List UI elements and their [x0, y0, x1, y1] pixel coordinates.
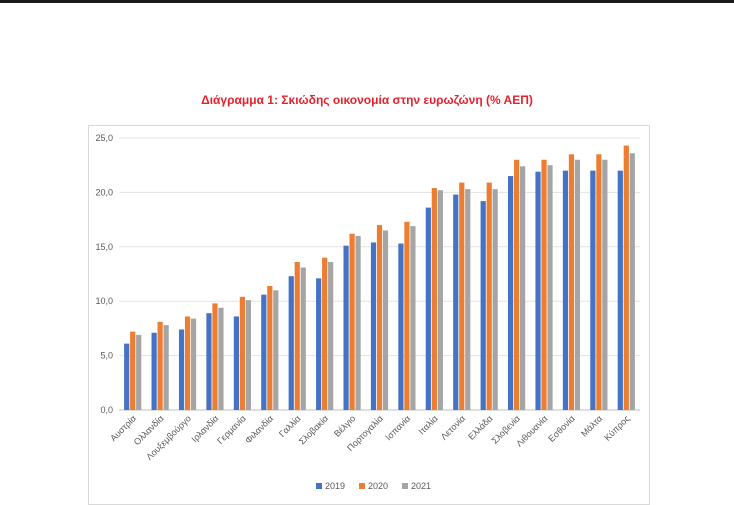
legend-label: 2021: [411, 481, 431, 491]
bar-2020: [459, 182, 465, 410]
bar-2021: [382, 230, 389, 410]
legend-label: 2019: [325, 481, 345, 491]
bar-2019: [590, 170, 596, 410]
bar-2019: [535, 171, 541, 410]
bar-2020: [267, 285, 273, 410]
bar-2019: [425, 207, 431, 410]
bar-2021: [520, 166, 526, 410]
y-tick-label: 25,0: [95, 133, 113, 143]
y-tick-label: 10,0: [95, 296, 113, 306]
bar-2021: [465, 189, 471, 410]
bar-2019: [453, 194, 459, 410]
bar-2020: [239, 296, 245, 410]
x-tick-label: Γαλλία: [277, 413, 303, 439]
bar-2021: [574, 159, 581, 410]
bar-2021: [437, 190, 443, 410]
bar-2021: [218, 307, 224, 410]
bar-2019: [124, 343, 130, 410]
bar-2021: [629, 153, 635, 410]
bar-2020: [130, 331, 136, 410]
bar-2019: [206, 313, 212, 410]
bar-2019: [562, 170, 569, 410]
x-tick-label: Ισπανία: [383, 413, 412, 442]
bar-2019: [233, 316, 239, 410]
bar-2020: [294, 262, 300, 410]
bar-2021: [190, 318, 197, 410]
bar-2020: [431, 188, 437, 410]
x-tick-label: Λετονία: [439, 413, 467, 441]
legend-swatch-2019: [316, 483, 322, 489]
y-tick-label: 20,0: [95, 187, 113, 197]
bar-2020: [486, 182, 492, 410]
bar-2019: [343, 245, 349, 410]
bar-2020: [322, 257, 328, 410]
bar-2019: [480, 201, 486, 410]
bar-2021: [602, 159, 608, 410]
bar-2020: [514, 159, 520, 410]
bar-2020: [184, 316, 191, 410]
x-tick-label: Κύπρος: [602, 413, 632, 443]
chart-title: Διάγραμμα 1: Σκιώδης οικονομία στην ευρω…: [201, 93, 533, 107]
x-tick-label: Εσθονία: [546, 413, 577, 444]
x-tick-label: Ιταλία: [417, 413, 440, 436]
bar-2019: [288, 276, 294, 410]
x-tick-label: Γερμανία: [215, 413, 248, 446]
bar-2020: [349, 233, 355, 410]
x-tick-label: Μάλτα: [579, 413, 604, 438]
bar-2020: [212, 303, 218, 410]
bar-2019: [178, 329, 185, 410]
bar-2021: [410, 226, 416, 410]
bar-2019: [151, 332, 157, 410]
bar-2019: [398, 243, 404, 410]
bar-2021: [300, 267, 306, 410]
x-tick-label: Φιλανδία: [243, 413, 275, 445]
bar-2021: [136, 334, 142, 410]
bar-2019: [508, 176, 514, 410]
legend-swatch-2021: [402, 483, 408, 489]
bar-2019: [370, 242, 377, 410]
x-tick-label: Βέλγιο: [332, 413, 357, 438]
bar-2021: [163, 325, 169, 410]
y-tick-label: 5,0: [100, 351, 113, 361]
bar-2020: [376, 225, 383, 410]
bar-2019: [617, 170, 623, 410]
y-tick-label: 15,0: [95, 242, 113, 252]
legend-swatch-2020: [359, 483, 365, 489]
bar-2021: [547, 165, 553, 410]
bar-2021: [492, 189, 498, 410]
bar-2021: [273, 290, 279, 410]
bar-2020: [404, 221, 410, 410]
x-tick-label: Σλοβακία: [297, 413, 330, 446]
bar-2021: [355, 235, 361, 410]
bar-2020: [568, 154, 575, 410]
bar-2021: [328, 262, 334, 410]
bar-2021: [245, 300, 251, 410]
bar-2019: [261, 294, 267, 410]
legend-label: 2020: [368, 481, 388, 491]
y-tick-label: 0,0: [100, 405, 113, 415]
bar-2020: [157, 321, 163, 410]
bar-2019: [316, 278, 322, 410]
bar-2020: [596, 154, 602, 410]
bar-2020: [623, 145, 629, 410]
top-border: [0, 0, 734, 3]
bar-2020: [541, 159, 547, 410]
